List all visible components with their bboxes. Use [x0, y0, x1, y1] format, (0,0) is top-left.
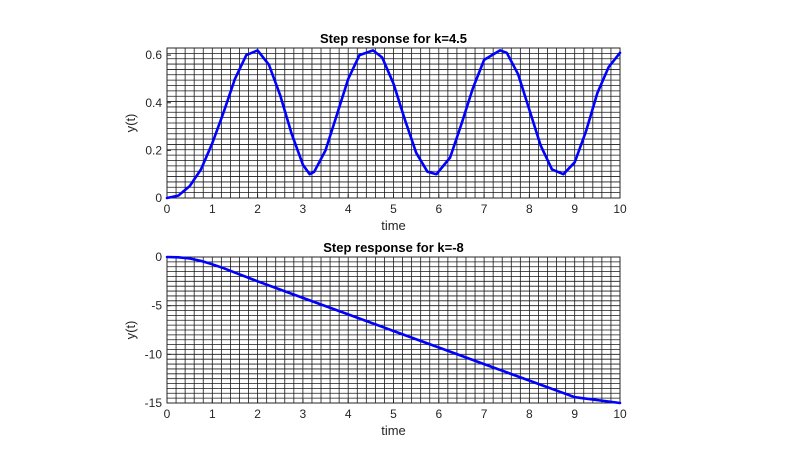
x-tick-label: 3	[300, 202, 307, 216]
y-axis-label: y(t)	[123, 321, 138, 340]
y-tick-label: -15	[145, 396, 163, 410]
x-tick-label: 6	[435, 407, 442, 421]
axes-2: 0 1 2 3 4 5 6 7 8 9 10 -15 -10 -5 0 Step response for k…	[123, 240, 627, 438]
x-tick-label: 10	[613, 407, 627, 421]
x-tick-label: 2	[254, 202, 261, 216]
x-tick-label: 4	[345, 202, 352, 216]
x-tick-label: 4	[345, 407, 352, 421]
x-tick-label: 5	[390, 202, 397, 216]
y-tick-label: 0.6	[145, 48, 162, 62]
series-line	[165, 49, 622, 200]
x-tick-label: 2	[254, 407, 261, 421]
x-tick-label: 9	[571, 407, 578, 421]
y-tick-label: 0.4	[145, 96, 162, 110]
grid	[167, 257, 620, 403]
x-tick-label: 9	[571, 202, 578, 216]
x-tick-label: 0	[164, 202, 171, 216]
x-tick-label: 5	[390, 407, 397, 421]
y-tick-label: 0	[155, 250, 162, 264]
axes-1: 0 1 2 3 4 5 6 7 8 9 10 0 0.2 0.4 0.6 Step response for …	[123, 31, 627, 233]
series-line	[165, 255, 622, 405]
y-tick-label: 0	[155, 191, 162, 205]
x-tick-label: 8	[526, 202, 533, 216]
x-tick-label: 0	[164, 407, 171, 421]
x-tick-label: 8	[526, 407, 533, 421]
grid	[167, 48, 620, 198]
x-tick-label: 10	[613, 202, 627, 216]
x-tick-label: 1	[209, 407, 216, 421]
y-tick-label: 0.2	[145, 143, 162, 157]
x-tick-label: 3	[300, 407, 307, 421]
y-tick-label: -5	[151, 299, 162, 313]
chart-title: Step response for k=-8	[323, 240, 464, 255]
x-tick-label: 7	[481, 407, 488, 421]
x-axis-label: time	[381, 218, 406, 233]
chart-title: Step response for k=4.5	[320, 31, 467, 46]
x-tick-label: 7	[481, 202, 488, 216]
y-tick-label: -10	[145, 347, 163, 361]
y-axis-label: y(t)	[123, 114, 138, 133]
x-tick-label: 1	[209, 202, 216, 216]
x-tick-label: 6	[435, 202, 442, 216]
x-axis-label: time	[381, 423, 406, 438]
